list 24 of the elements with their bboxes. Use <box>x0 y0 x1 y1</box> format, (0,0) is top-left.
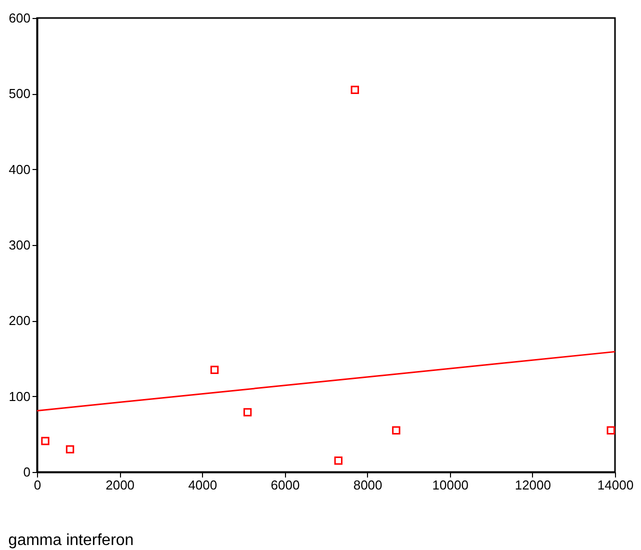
x-tick-label: 8000 <box>353 478 382 492</box>
x-axis-title: gamma interferon <box>8 532 134 549</box>
y-tick-label: 300 <box>8 238 30 252</box>
y-tick-label: 400 <box>8 162 30 177</box>
point <box>350 86 360 94</box>
point <box>334 456 342 465</box>
point <box>210 366 219 374</box>
x-tick-label: 6000 <box>270 478 300 492</box>
point <box>243 408 252 416</box>
y-tick-label: 500 <box>8 86 30 102</box>
x-tick-label: 0 <box>34 478 42 492</box>
y-tick-label: 600 <box>8 10 30 26</box>
point <box>66 445 74 454</box>
y-tick-label: 200 <box>8 313 30 328</box>
y-tick-label: 0 <box>23 464 30 480</box>
x-tick-label: 10000 <box>432 478 468 492</box>
x-tick-label: 2000 <box>106 478 135 492</box>
x-tick-label: 14000 <box>597 478 634 492</box>
x-tick-label: 4000 <box>188 478 218 492</box>
point <box>41 436 50 446</box>
point <box>606 426 615 434</box>
point <box>392 426 400 434</box>
x-tick-label: 12000 <box>514 478 552 492</box>
y-tick-label: 100 <box>8 388 30 404</box>
